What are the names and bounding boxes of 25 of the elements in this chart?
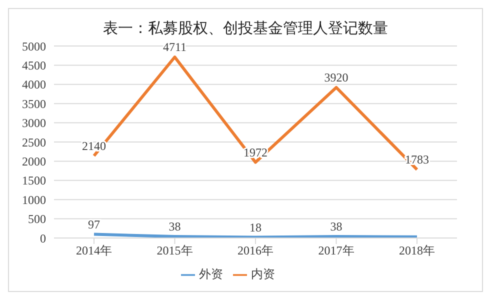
chart-title: 表一：私募股权、创投基金管理人登记数量 [102,20,389,38]
y-tick-label: 1000 [22,192,46,207]
legend-label: 外资 [199,267,223,281]
y-tick-label: 2000 [22,154,46,168]
data-label: 3920 [324,70,348,84]
x-tick-label: 2017年 [318,244,354,258]
data-label: 38 [330,220,342,234]
x-tick-label: 2015年 [156,244,193,258]
y-tick-label: 5000 [22,39,46,54]
y-tick-label: 500 [28,212,46,226]
y-tick-label: 3500 [22,96,46,111]
data-label: 97 [88,217,100,232]
data-label: 18 [250,220,262,234]
data-label: 4711 [162,40,187,54]
legend-label: 内资 [251,267,275,281]
x-tick-label: 2016年 [238,244,274,258]
y-tick-label: 2500 [22,135,46,150]
x-tick-label: 2018年 [399,244,435,258]
y-tick-label: 1500 [22,174,46,188]
y-tick-label: 4500 [22,58,46,72]
y-tick-label: 0 [40,231,46,246]
data-label: 38 [168,220,181,234]
y-tick-label: 4000 [22,78,46,92]
x-tick-label: 2014年 [76,244,112,258]
y-tick-label: 3000 [22,116,46,130]
